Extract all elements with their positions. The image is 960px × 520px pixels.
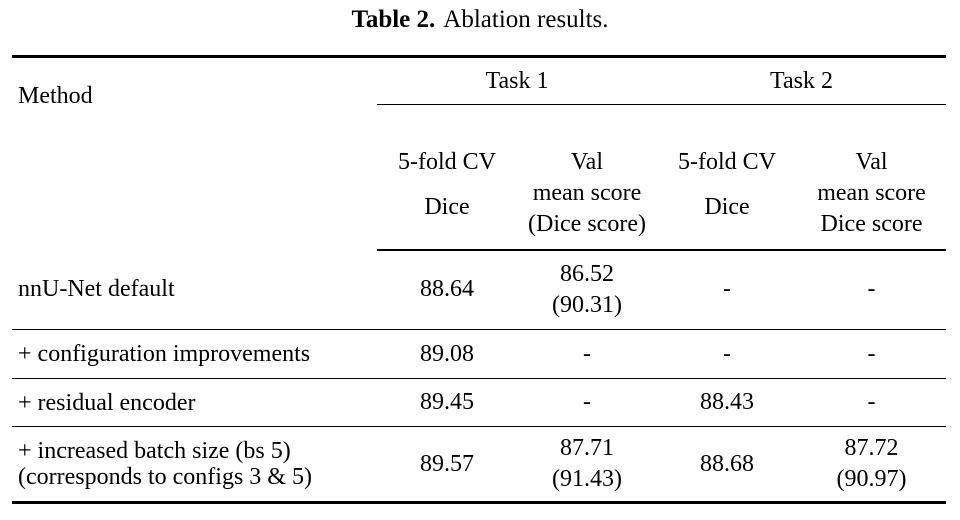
cell-task2-cv-dice: 88.68 — [700, 450, 755, 477]
header-row-subcolumns: 5-fold CV Dice Val mean score (Dice scor… — [12, 104, 947, 251]
method-line: + configuration improvements — [18, 341, 311, 367]
table-caption: Table 2. Ablation results. — [0, 5, 960, 35]
ablation-results-table: Method Task 1 Task 2 5-fold CV Dice Val … — [12, 55, 947, 504]
cell-task1-val-mean: - — [583, 340, 591, 367]
subheader-line: (Dice score) — [528, 211, 646, 237]
cell-task1-cv-dice: 89.08 — [420, 340, 474, 367]
table-row-config-improvements: + configuration improvements 89.08 - - - — [12, 330, 947, 379]
table-caption-number: Table 2. — [351, 6, 436, 33]
cell-task1-cv-dice: 88.64 — [420, 276, 474, 303]
column-header-task1-cv-dice: 5-fold CV Dice — [377, 104, 517, 251]
column-group-task1: Task 1 — [377, 56, 658, 105]
column-header-task1-val-mean: Val mean score (Dice score) — [517, 104, 658, 251]
cell-method: + configuration improvements — [12, 330, 377, 379]
cell-method: nnU-Net default — [12, 250, 377, 330]
method-line: + residual encoder — [18, 389, 196, 416]
table-caption-text: Ablation results. — [443, 6, 609, 33]
method-line: nnU-Net default — [18, 276, 175, 303]
cell-task2-val-mean: - — [867, 276, 876, 303]
cell-task2-val-mean: - — [867, 389, 876, 415]
cell-task1-val-mean: - — [583, 389, 591, 415]
table-row-nnunet-default: nnU-Net default 88.64 86.52 (90.31) - - — [12, 250, 947, 330]
cell-task2-cv-dice: - — [723, 276, 732, 303]
method-line: (corresponds to configs 3 & 5) — [18, 464, 312, 490]
subheader-line: Val — [855, 149, 888, 175]
cell-method: + residual encoder — [12, 379, 377, 427]
table-row-residual-encoder: + residual encoder 89.45 - 88.43 - — [12, 379, 947, 427]
method-line: + increased batch size (bs 5) — [18, 438, 291, 464]
subheader-line: 5-fold CV — [678, 149, 777, 175]
cell-task2-val-mean: 87.72 (90.97) — [836, 435, 907, 492]
cell-task1-cv-dice: 89.45 — [420, 389, 474, 415]
cell-task1-val-mean: 87.71 (91.43) — [552, 435, 622, 492]
cell-task2-val-mean: - — [867, 340, 876, 367]
subheader-line: mean score — [817, 180, 926, 206]
cell-task2-cv-dice: - — [723, 340, 732, 367]
subheader-line: Val — [571, 149, 603, 175]
subheader-line: 5-fold CV — [398, 149, 496, 175]
subheader-line: Dice score — [820, 211, 923, 237]
column-header-method: Method — [18, 83, 93, 109]
cell-task2-cv-dice: 88.43 — [700, 389, 755, 415]
subheader-line: Dice — [704, 194, 750, 220]
column-header-task2-val-mean: Val mean score Dice score — [797, 104, 947, 251]
table-row-increased-batch-size: + increased batch size (bs 5) (correspon… — [12, 427, 946, 503]
cell-method: + increased batch size (bs 5) (correspon… — [12, 427, 377, 503]
cell-task1-cv-dice: 89.57 — [420, 450, 474, 477]
subheader-line: mean score — [532, 180, 642, 206]
subheader-line: Dice — [424, 194, 470, 220]
column-group-task2: Task 2 — [657, 56, 947, 105]
cell-task1-val-mean: 86.52 (90.31) — [552, 260, 622, 318]
column-header-task2-cv-dice: 5-fold CV Dice — [657, 104, 798, 251]
header-row-task-groups: Method Task 1 Task 2 — [12, 56, 947, 109]
